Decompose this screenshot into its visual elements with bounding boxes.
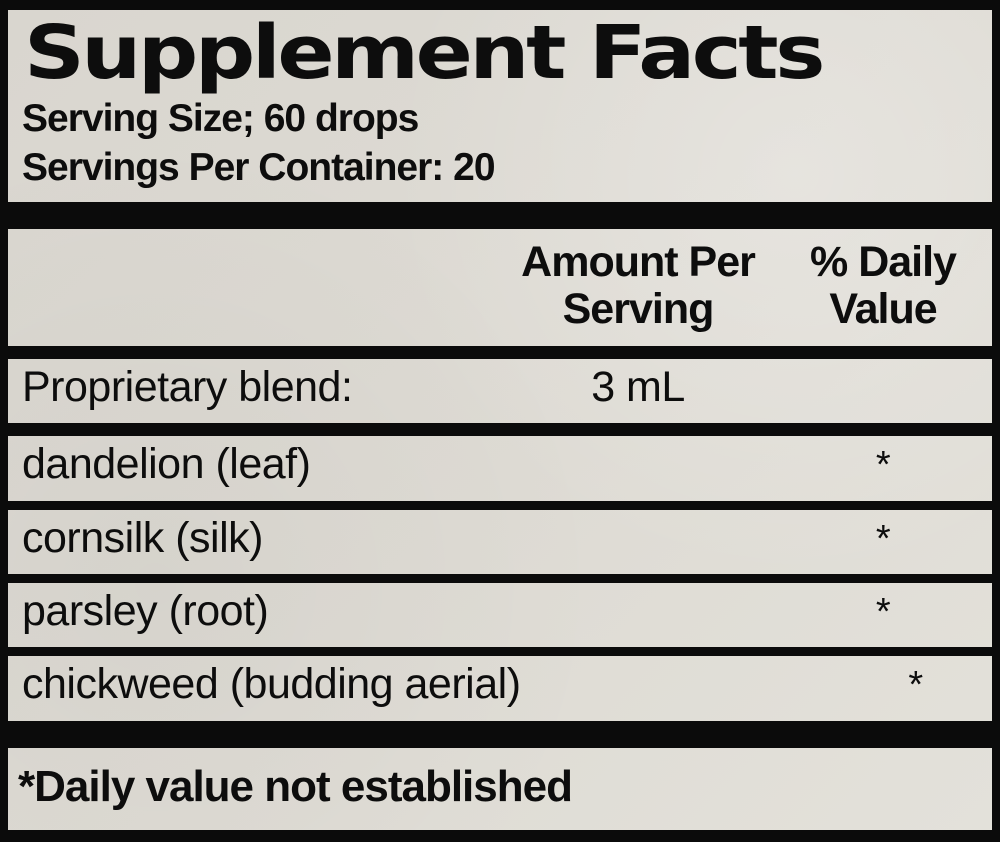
dv-header-line2: Value xyxy=(829,284,937,333)
amount-header-line2: Serving xyxy=(562,284,715,333)
ingredient-daily-value: * xyxy=(875,517,891,560)
ingredient-name: parsley (root) xyxy=(22,586,269,635)
ingredient-name: cornsilk (silk) xyxy=(22,513,263,562)
ingredient-row: parsley (root) * xyxy=(8,583,992,647)
daily-value-header: % Daily Value xyxy=(788,239,978,332)
blend-name: Proprietary blend: xyxy=(22,363,353,412)
separator-below-blend xyxy=(8,423,992,437)
ingredient-row: cornsilk (silk) * xyxy=(8,510,992,574)
blend-row: Proprietary blend: 3 mL xyxy=(8,359,992,423)
separator-below-header xyxy=(8,346,992,360)
ingredient-daily-value: * xyxy=(875,444,891,487)
separator-row xyxy=(8,647,992,657)
ingredient-row: dandelion (leaf) * xyxy=(8,436,992,500)
ingredient-daily-value: * xyxy=(875,590,891,633)
column-header-row: Amount Per Serving % Daily Value xyxy=(8,229,992,346)
amount-header-line1: Amount Per xyxy=(521,238,756,287)
serving-size: Serving Size; 60 drops xyxy=(22,97,419,141)
dv-header-line1: % Daily xyxy=(810,238,957,287)
amount-per-serving-header: Amount Per Serving xyxy=(488,239,788,332)
ingredient-name: dandelion (leaf) xyxy=(22,440,311,489)
separator-thick-bottom xyxy=(8,720,992,748)
separator-row xyxy=(8,500,992,510)
daily-value-footnote: *Daily value not established xyxy=(18,761,573,811)
ingredient-row: chickweed (budding aerial) * xyxy=(8,656,992,720)
blend-amount: 3 mL xyxy=(591,363,685,412)
serving-info: Serving Size; 60 drops Servings Per Cont… xyxy=(8,93,992,202)
blend-daily-value xyxy=(788,364,978,368)
ingredient-daily-value: * xyxy=(908,664,923,707)
ingredient-name: chickweed (budding aerial) xyxy=(22,660,521,709)
separator-row xyxy=(8,573,992,583)
servings-per-container: Servings Per Container: 20 xyxy=(22,145,496,189)
separator-thick-top xyxy=(8,202,992,230)
panel-title: Supplement Facts xyxy=(23,10,825,96)
